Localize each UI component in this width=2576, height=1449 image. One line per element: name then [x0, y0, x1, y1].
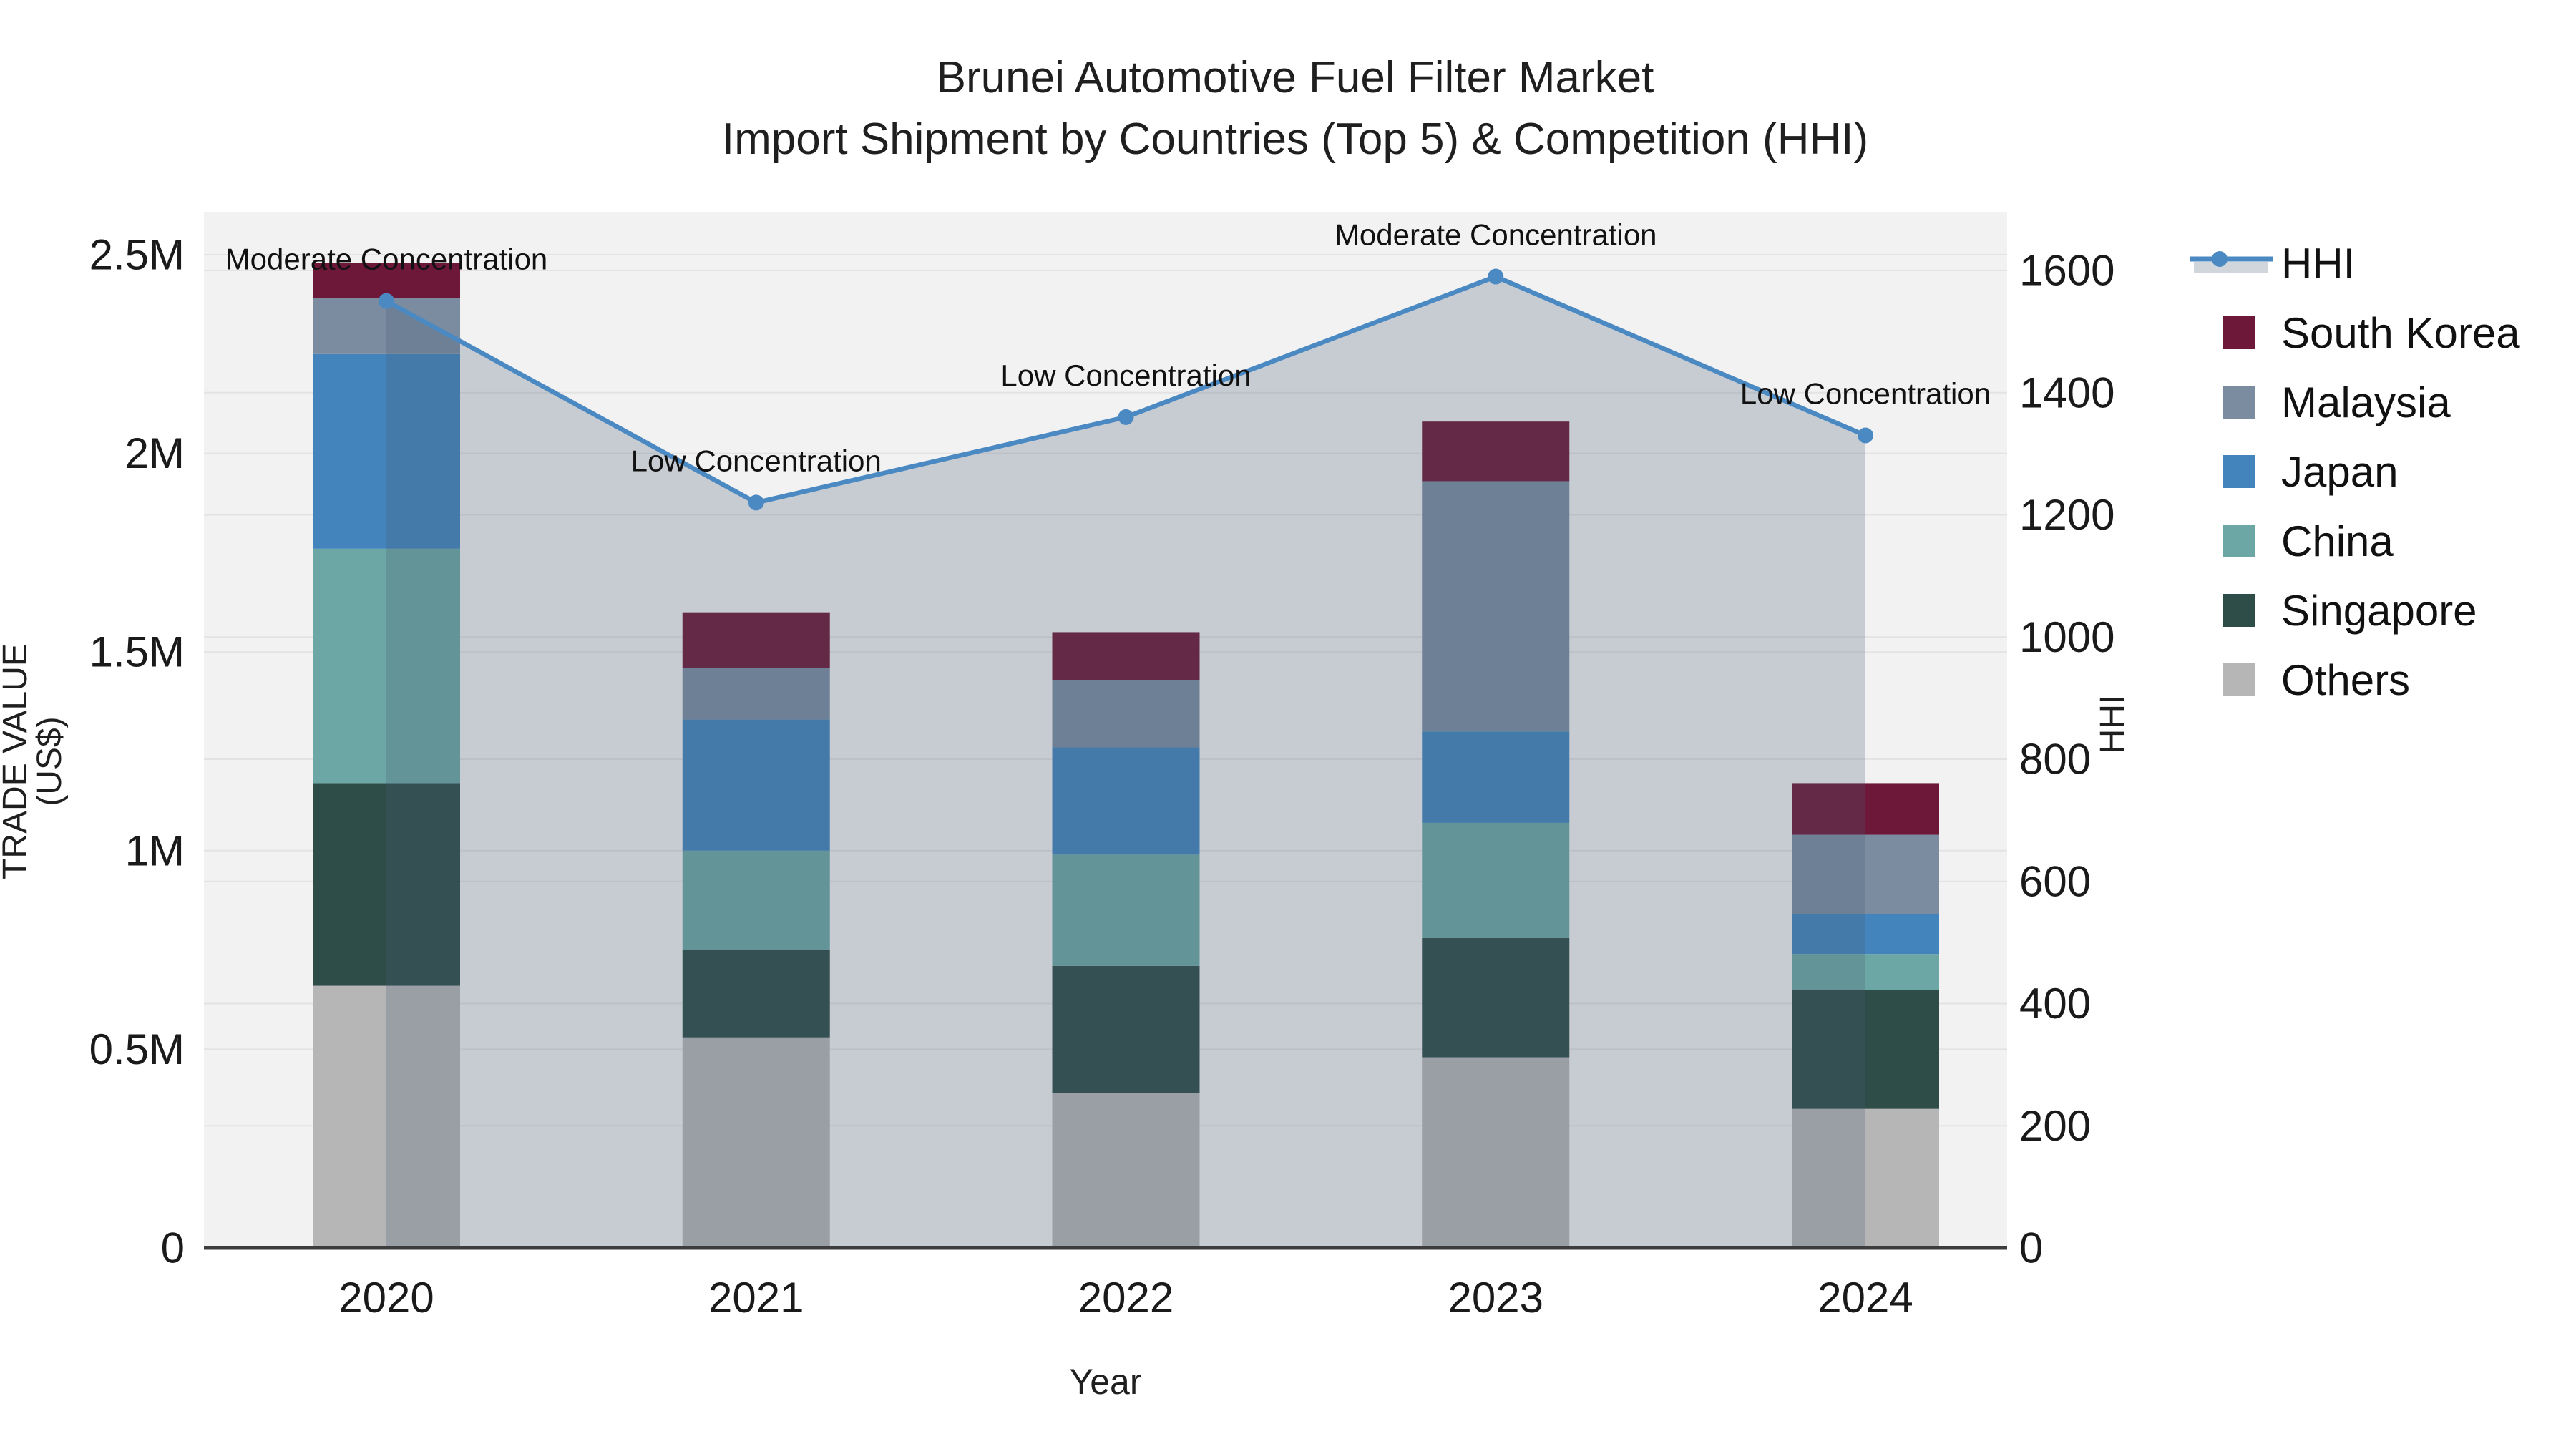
y-left-tick-0.5M: 0.5M: [89, 1025, 185, 1073]
legend-item-hhi[interactable]: HHI: [2188, 239, 2356, 288]
bar-segment-singapore-2021[interactable]: [682, 950, 830, 1038]
legend-item-south-korea[interactable]: South Korea: [2188, 308, 2520, 357]
bar-segment-japan-2022[interactable]: [1052, 747, 1200, 855]
bar-segment-others-2020[interactable]: [313, 985, 460, 1248]
series-color-swatch: [2188, 518, 2281, 564]
y-right-tick-1200: 1200: [2019, 491, 2114, 539]
bar-segment-south-korea-2021[interactable]: [682, 612, 830, 668]
chart-title-line2: Import Shipment by Countries (Top 5) & C…: [721, 114, 1869, 164]
series-color-swatch: [2188, 379, 2281, 425]
y-right-tick-200: 200: [2019, 1102, 2091, 1150]
legend-label-hhi: HHI: [2281, 239, 2356, 288]
bar-segment-japan-2021[interactable]: [682, 719, 830, 851]
bar-segment-singapore-2020[interactable]: [313, 783, 460, 986]
series-color-swatch: [2188, 657, 2281, 703]
hhi-legend-glyph: [2190, 251, 2273, 273]
y-left-tick-2M: 2M: [125, 429, 185, 477]
annotation-2020: Moderate Concentration: [225, 243, 548, 276]
bar-segment-malaysia-2022[interactable]: [1052, 680, 1200, 748]
bar-segment-others-2023[interactable]: [1422, 1057, 1570, 1248]
y-left-tick-0: 0: [161, 1224, 185, 1272]
legend-item-singapore[interactable]: Singapore: [2188, 586, 2477, 635]
annotation-2023: Moderate Concentration: [1335, 218, 1657, 252]
bar-segment-japan-2024[interactable]: [1792, 914, 1939, 955]
legend-label-south-korea: South Korea: [2281, 308, 2520, 357]
bar-segment-malaysia-2023[interactable]: [1422, 481, 1570, 732]
chart-title-line1: Brunei Automotive Fuel Filter Market: [936, 53, 1654, 102]
y-right-tick-1600: 1600: [2019, 247, 2114, 295]
y-axis-title-right: HHI: [2094, 694, 2132, 754]
legend-item-malaysia[interactable]: Malaysia: [2188, 378, 2451, 426]
y-right-tick-0: 0: [2019, 1224, 2043, 1272]
color-swatch-malaysia: [2223, 386, 2255, 419]
series-color-swatch: [2188, 449, 2281, 494]
bar-segment-singapore-2022[interactable]: [1052, 965, 1200, 1093]
legend-label-china: China: [2281, 517, 2394, 565]
series-color-swatch: [2188, 310, 2281, 356]
bar-segment-others-2021[interactable]: [682, 1037, 830, 1248]
annotation-2021: Low Concentration: [631, 444, 882, 477]
bar-segment-malaysia-2024[interactable]: [1792, 834, 1939, 914]
y-right-tick-400: 400: [2019, 980, 2091, 1028]
bar-segment-china-2022[interactable]: [1052, 854, 1200, 966]
color-swatch-others: [2223, 663, 2255, 696]
x-tick-2020: 2020: [338, 1274, 434, 1322]
y-left-tick-2.5M: 2.5M: [89, 231, 185, 279]
legend-label-singapore: Singapore: [2281, 586, 2477, 635]
legend-label-others: Others: [2281, 655, 2411, 704]
legend-item-others[interactable]: Others: [2188, 655, 2411, 704]
color-swatch-china: [2223, 525, 2255, 557]
bar-segment-china-2020[interactable]: [313, 548, 460, 784]
bar-segment-south-korea-2023[interactable]: [1422, 421, 1570, 482]
hhi-marker-2021[interactable]: [748, 494, 764, 511]
x-axis-title: Year: [1069, 1362, 1142, 1402]
legend-item-japan[interactable]: Japan: [2188, 447, 2399, 496]
y-left-tick-1M: 1M: [125, 826, 185, 874]
annotation-2022: Low Concentration: [1000, 358, 1251, 392]
color-swatch-japan: [2223, 455, 2255, 488]
x-tick-2021: 2021: [708, 1274, 804, 1322]
bar-segment-china-2021[interactable]: [682, 850, 830, 950]
y-right-tick-800: 800: [2019, 736, 2091, 784]
bar-segment-china-2024[interactable]: [1792, 954, 1939, 990]
hhi-marker-2022[interactable]: [1118, 409, 1134, 425]
hhi-marker-2020[interactable]: [379, 293, 394, 309]
annotation-2024: Low Concentration: [1740, 377, 1991, 411]
legend-label-malaysia: Malaysia: [2281, 378, 2451, 426]
y-left-tick-1.5M: 1.5M: [89, 628, 185, 676]
x-tick-2022: 2022: [1078, 1274, 1174, 1322]
bar-segment-japan-2020[interactable]: [313, 353, 460, 549]
bar-segment-others-2024[interactable]: [1792, 1108, 1939, 1248]
legend-item-china[interactable]: China: [2188, 517, 2394, 565]
bar-segment-japan-2023[interactable]: [1422, 731, 1570, 823]
bar-segment-singapore-2023[interactable]: [1422, 937, 1570, 1058]
y-right-tick-1000: 1000: [2019, 613, 2114, 661]
bar-segment-south-korea-2020[interactable]: [313, 263, 460, 299]
bar-segment-others-2022[interactable]: [1052, 1093, 1200, 1248]
x-tick-2023: 2023: [1448, 1274, 1543, 1322]
bar-segment-south-korea-2022[interactable]: [1052, 632, 1200, 680]
bar-segment-singapore-2024[interactable]: [1792, 990, 1939, 1109]
hhi-marker-2024[interactable]: [1858, 427, 1873, 444]
y-right-tick-1400: 1400: [2019, 369, 2114, 416]
bar-segment-malaysia-2021[interactable]: [682, 668, 830, 720]
color-swatch-singapore: [2223, 594, 2255, 627]
y-right-tick-600: 600: [2019, 857, 2091, 905]
bar-segment-south-korea-2024[interactable]: [1792, 783, 1939, 835]
y-axis-title-left: TRADE VALUE (US$): [0, 643, 69, 879]
legend-label-japan: Japan: [2281, 447, 2399, 496]
color-swatch-south-korea: [2223, 316, 2255, 349]
hhi-line-swatch: [2188, 240, 2281, 286]
hhi-marker-2023[interactable]: [1488, 268, 1504, 285]
hhi-area-fill: [386, 276, 1865, 1249]
bar-segment-china-2023[interactable]: [1422, 822, 1570, 938]
series-color-swatch: [2188, 587, 2281, 633]
x-tick-2024: 2024: [1818, 1274, 1913, 1322]
